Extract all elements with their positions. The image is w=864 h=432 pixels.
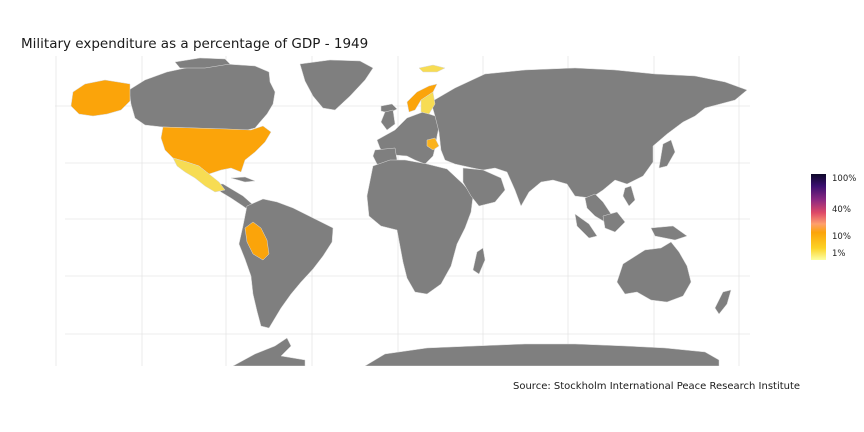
united-states — [160, 125, 272, 175]
legend-label-40: 40% — [832, 205, 851, 215]
chart-title: Military expenditure as a percentage of … — [21, 36, 369, 52]
greenland — [299, 59, 374, 111]
alaska — [70, 79, 131, 117]
world-map — [55, 56, 750, 366]
balkans — [426, 137, 440, 151]
uk — [380, 109, 396, 131]
asia — [430, 67, 748, 207]
legend-label-10: 10% — [832, 232, 851, 242]
new-guinea — [650, 225, 688, 241]
antarctic-peninsula — [232, 337, 306, 366]
highlighted-countries — [70, 64, 446, 261]
australia — [616, 241, 692, 303]
legend-label-1: 1% — [832, 249, 846, 259]
sumatra — [574, 213, 598, 239]
sweden — [420, 91, 436, 115]
japan — [658, 139, 676, 169]
south-america — [238, 198, 334, 329]
peru — [244, 221, 270, 261]
color-legend-bar — [811, 174, 826, 260]
antarctica — [364, 343, 720, 366]
mexico — [172, 157, 226, 193]
canada — [128, 63, 276, 131]
legend-label-100: 100% — [832, 174, 857, 184]
madagascar — [472, 247, 486, 275]
arctic-islands — [174, 57, 231, 69]
new-zealand — [714, 289, 732, 315]
cuba — [230, 176, 256, 183]
philippines — [622, 185, 636, 207]
svalbard — [418, 64, 446, 73]
source-caption: Source: Stockholm International Peace Re… — [513, 381, 801, 392]
africa — [366, 159, 474, 295]
arabia — [462, 167, 506, 207]
borneo — [602, 211, 626, 233]
